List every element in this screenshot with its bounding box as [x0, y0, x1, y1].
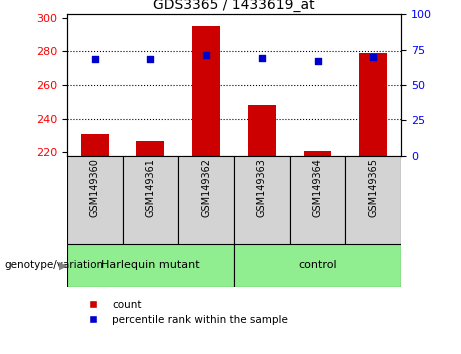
Text: Harlequin mutant: Harlequin mutant: [101, 261, 200, 270]
Point: [314, 58, 321, 64]
Bar: [304, 151, 331, 156]
Point: [147, 57, 154, 62]
Text: GSM149361: GSM149361: [145, 159, 155, 217]
Bar: [359, 53, 387, 156]
Text: GSM149364: GSM149364: [313, 159, 323, 217]
Title: GDS3365 / 1433619_at: GDS3365 / 1433619_at: [153, 0, 315, 12]
Text: GSM149360: GSM149360: [90, 159, 100, 217]
Bar: [67, 156, 123, 244]
Point: [370, 54, 377, 59]
Text: GSM149363: GSM149363: [257, 159, 267, 217]
Bar: [81, 134, 109, 156]
Bar: [248, 105, 276, 156]
Bar: [136, 141, 164, 156]
Bar: [67, 244, 234, 287]
Text: control: control: [298, 261, 337, 270]
Point: [258, 55, 266, 61]
Text: GSM149362: GSM149362: [201, 159, 211, 217]
Bar: [192, 26, 220, 156]
Bar: [345, 156, 401, 244]
Text: ▶: ▶: [59, 261, 67, 270]
Text: genotype/variation: genotype/variation: [5, 261, 104, 270]
Bar: [234, 244, 401, 287]
Text: GSM149365: GSM149365: [368, 159, 378, 217]
Bar: [123, 156, 178, 244]
Point: [91, 57, 98, 62]
Bar: [178, 156, 234, 244]
Bar: [234, 156, 290, 244]
Point: [202, 52, 210, 58]
Bar: [290, 156, 345, 244]
Legend: count, percentile rank within the sample: count, percentile rank within the sample: [79, 296, 292, 329]
